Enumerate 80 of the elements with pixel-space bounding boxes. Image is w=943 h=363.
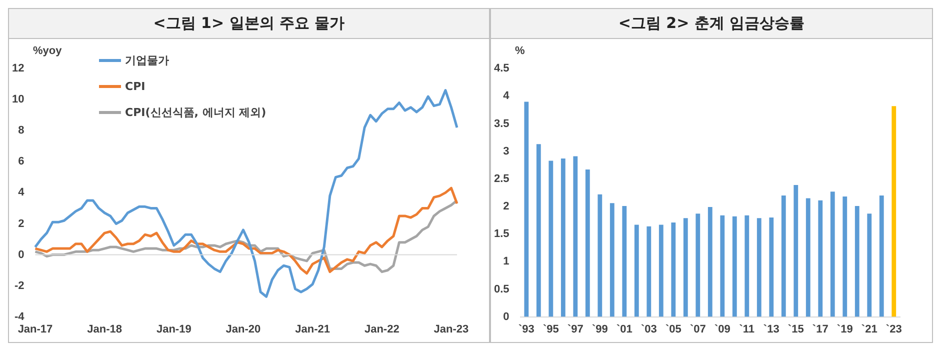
bar (634, 224, 639, 317)
y-tick-label: 8 (18, 124, 24, 137)
bar (769, 218, 774, 317)
legend-label: CPI(신선식품, 에너지 제외) (125, 104, 266, 120)
x-tick-label: `93 (518, 323, 534, 336)
y-tick-label: 12 (12, 62, 24, 75)
y-tick-label: 1 (503, 256, 510, 268)
chart-title: <그림 1> 일본의 주요 물가 (9, 9, 489, 39)
y-tick-label: 0 (503, 310, 510, 323)
x-tick-label: `99 (592, 323, 608, 336)
legend-label: 기업물가 (125, 52, 169, 68)
x-tick-label: Jan-22 (364, 323, 400, 336)
bar (892, 106, 896, 317)
y-tick-label: 4 (18, 186, 26, 199)
x-tick-label: Jan-18 (87, 323, 122, 336)
bar (842, 196, 848, 317)
legend-label: CPI (125, 80, 146, 92)
bar (585, 170, 590, 317)
x-tick-label: `03 (640, 323, 657, 336)
y-tick-label: 0 (18, 248, 24, 261)
bar (658, 224, 664, 317)
bar (696, 214, 700, 317)
y-axis-title: % (514, 44, 526, 59)
y-tick-label: 3 (503, 145, 510, 158)
x-tick-label: `05 (665, 323, 682, 336)
y-tick-label: 2 (503, 200, 510, 213)
y-axis-title: %yoy (33, 45, 62, 57)
y-tick-label: 6 (18, 156, 24, 168)
y-tick-label: 4.5 (494, 62, 510, 75)
x-tick-label: Jan-17 (18, 323, 53, 336)
bar (683, 218, 688, 317)
x-tick-label: `17 (812, 323, 828, 336)
bar (708, 207, 712, 317)
y-tick-label: 4 (503, 90, 510, 102)
x-tick-label: `11 (739, 323, 755, 336)
bar (830, 192, 835, 317)
bar (536, 144, 541, 317)
y-tick-label: 0.5 (494, 283, 510, 296)
bar (818, 200, 823, 317)
x-tick-label: `13 (763, 323, 780, 336)
bar (732, 216, 737, 317)
y-tick-label: 1.5 (494, 228, 510, 240)
x-tick-label: `07 (690, 323, 706, 336)
bar (867, 214, 872, 317)
x-tick-label: `95 (542, 323, 559, 336)
bar (646, 226, 652, 317)
x-tick-label: `19 (836, 323, 853, 336)
x-tick-label: `23 (886, 323, 902, 336)
bar (756, 218, 762, 317)
bar (598, 194, 602, 317)
y-tick-label: -2 (14, 280, 24, 292)
bar (720, 215, 725, 317)
x-tick-label: Jan-20 (226, 323, 261, 336)
x-tick-label: Jan-23 (434, 323, 469, 336)
y-tick-label: 10 (12, 94, 24, 106)
x-tick-label: `01 (616, 323, 632, 336)
x-tick-label: Jan-21 (295, 323, 330, 336)
x-tick-label: Jan-19 (156, 323, 192, 336)
y-tick-label: 3.5 (494, 118, 510, 130)
y-tick-label: -4 (14, 310, 26, 323)
bar (671, 222, 676, 317)
bar (854, 206, 860, 317)
bar (548, 160, 554, 317)
bar (622, 206, 627, 317)
bar (794, 184, 798, 317)
bar (610, 203, 614, 317)
bar (560, 158, 566, 317)
bar (524, 102, 529, 317)
chart-title: <그림 2> 춘계 임금상승률 (491, 9, 932, 39)
x-tick-label: `15 (788, 323, 804, 336)
bar (781, 195, 786, 317)
bar (573, 156, 578, 317)
bar (879, 195, 884, 317)
x-tick-label: `09 (714, 323, 730, 336)
bar (744, 215, 750, 317)
y-tick-label: 2.5 (494, 172, 510, 185)
bar (806, 198, 810, 317)
x-tick-label: `21 (861, 323, 878, 336)
x-tick-label: `97 (567, 323, 584, 336)
y-tick-label: 2 (18, 218, 24, 230)
